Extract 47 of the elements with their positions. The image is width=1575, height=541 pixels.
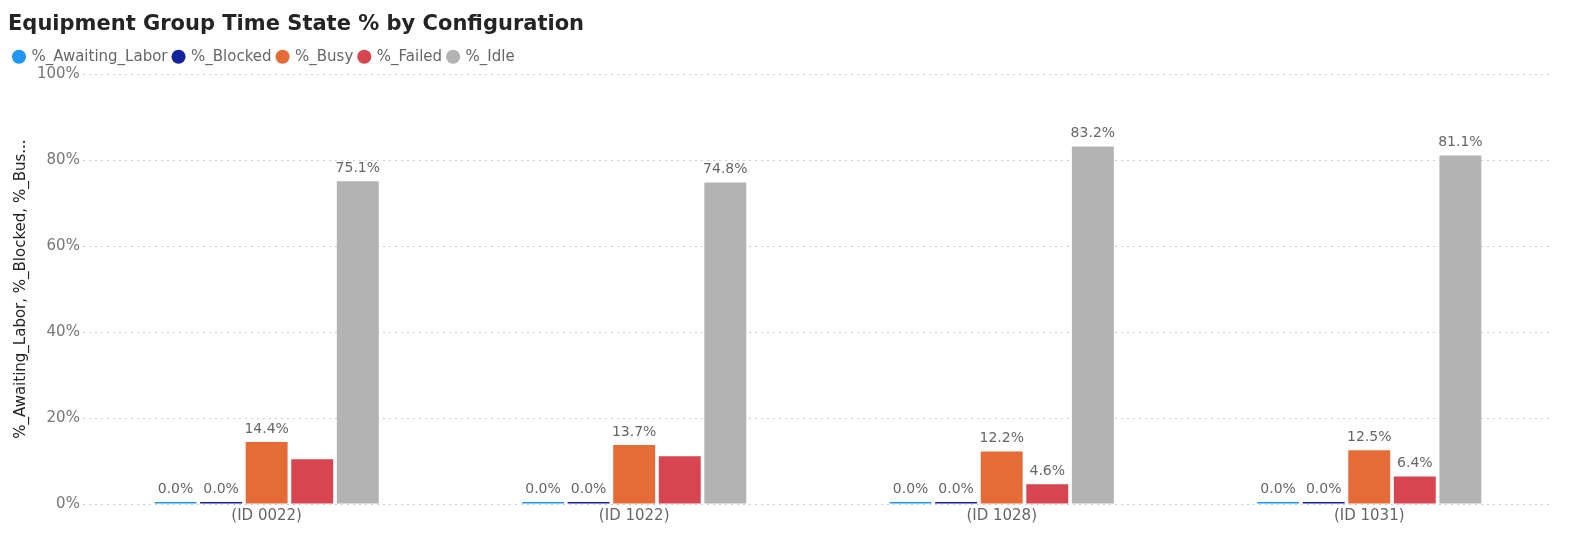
data-label: 0.0% [1305,479,1342,496]
data-label: 0.0% [157,479,194,496]
data-label: 83.2% [1070,124,1116,141]
bar [704,182,747,504]
bar [1348,450,1391,504]
legend-label: %_Blocked [191,46,272,66]
data-label: 4.6% [1029,461,1066,478]
data-label: 6.4% [1397,454,1433,471]
y-tick-label: 100% [36,64,80,83]
bar [1439,155,1482,504]
bar [336,181,379,504]
data-label: 13.7% [611,422,657,439]
x-tick-label: (ID 0022) [231,505,302,524]
x-tick-label: (ID 1031) [1333,505,1405,524]
y-tick-label: 60% [46,236,80,255]
chart-title: Equipment Group Time State % by Configuration [8,11,585,36]
bar [613,445,656,504]
data-label: 12.2% [979,429,1024,446]
legend-label: %_Awaiting_Labor [31,46,169,66]
bar [291,459,334,504]
data-label: 0.0% [892,479,929,496]
legend-label: %_Busy [295,46,354,66]
data-label: 0.0% [1260,479,1296,496]
y-tick-label: 80% [46,150,80,169]
x-tick-label: (ID 1022) [598,505,670,524]
data-label: 0.0% [203,479,239,496]
bar [1071,146,1114,504]
data-label: 0.0% [938,479,974,496]
legend-label: %_Idle [465,46,515,66]
y-tick-label: 0% [56,493,80,512]
data-label: 75.1% [335,158,381,175]
data-label: 81.1% [1438,133,1483,150]
bar [658,456,701,504]
data-label: 74.8% [703,160,748,177]
data-label: 0.0% [525,479,561,496]
y-tick-label: 20% [46,407,80,426]
bar [1393,476,1436,504]
data-label: 12.5% [1346,427,1392,444]
bar [980,451,1023,504]
bar [1026,484,1069,504]
legend-label: %_Failed [376,46,443,66]
y-tick-label: 40% [46,321,80,340]
bar [245,442,288,504]
data-label: 14.4% [244,419,289,436]
data-label: 0.0% [570,479,607,496]
y-axis-title: %_Awaiting_Labor, %_Blocked, %_Bus... [10,139,30,439]
x-tick-label: (ID 1028) [966,505,1038,524]
